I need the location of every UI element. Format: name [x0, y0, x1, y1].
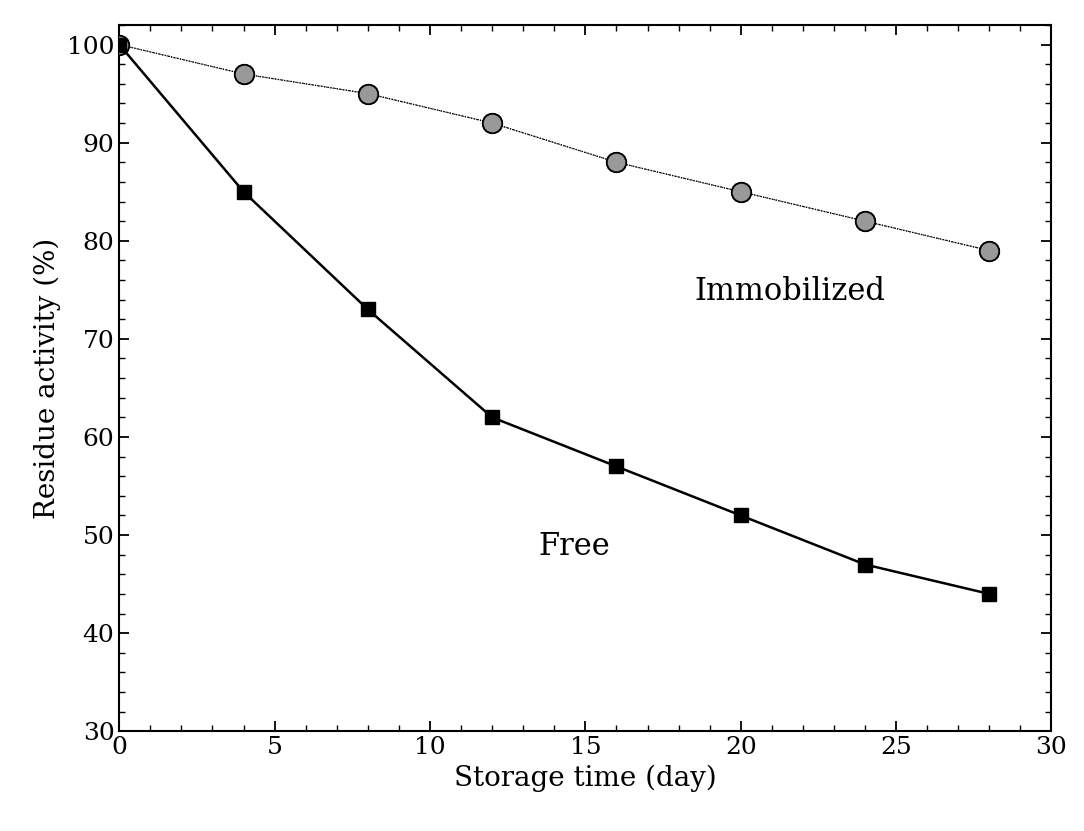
Y-axis label: Residue activity (%): Residue activity (%) [34, 238, 62, 519]
Text: Free: Free [539, 531, 610, 562]
X-axis label: Storage time (day): Storage time (day) [454, 765, 717, 792]
Text: Immobilized: Immobilized [694, 276, 885, 307]
